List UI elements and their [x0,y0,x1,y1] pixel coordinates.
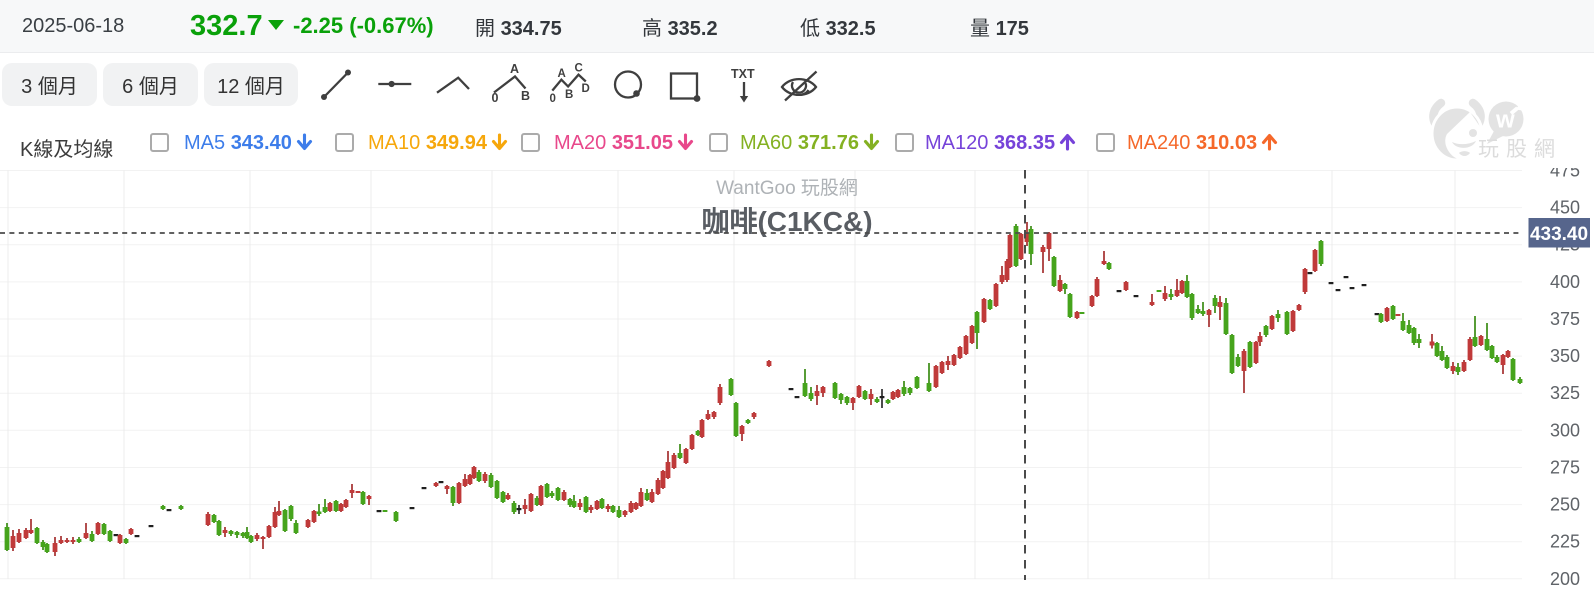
svg-text:咖啡(C1KC&): 咖啡(C1KC&) [701,206,872,237]
svg-text:A: A [510,62,519,76]
svg-text:0: 0 [492,91,499,105]
svg-text:300: 300 [1550,420,1580,440]
svg-text:w: w [1495,107,1515,134]
svg-text:350: 350 [1550,346,1580,366]
svg-text:TXT: TXT [731,67,755,81]
svg-text:B: B [565,89,573,101]
svg-text:C: C [575,63,583,75]
svg-text:D: D [582,83,590,95]
svg-text:275: 275 [1550,458,1580,478]
svg-text:B: B [521,89,530,103]
svg-text:433.40: 433.40 [1530,224,1588,245]
svg-text:250: 250 [1550,495,1580,515]
svg-text:0: 0 [550,93,556,105]
svg-text:225: 225 [1550,532,1580,552]
svg-text:325: 325 [1550,383,1580,403]
svg-text:WantGoo 玩股網: WantGoo 玩股網 [716,177,858,199]
svg-text:375: 375 [1550,309,1580,329]
svg-text:475: 475 [1550,168,1580,181]
svg-text:200: 200 [1550,569,1580,589]
svg-text:400: 400 [1550,272,1580,292]
svg-text:A: A [558,68,566,80]
svg-text:450: 450 [1550,198,1580,218]
